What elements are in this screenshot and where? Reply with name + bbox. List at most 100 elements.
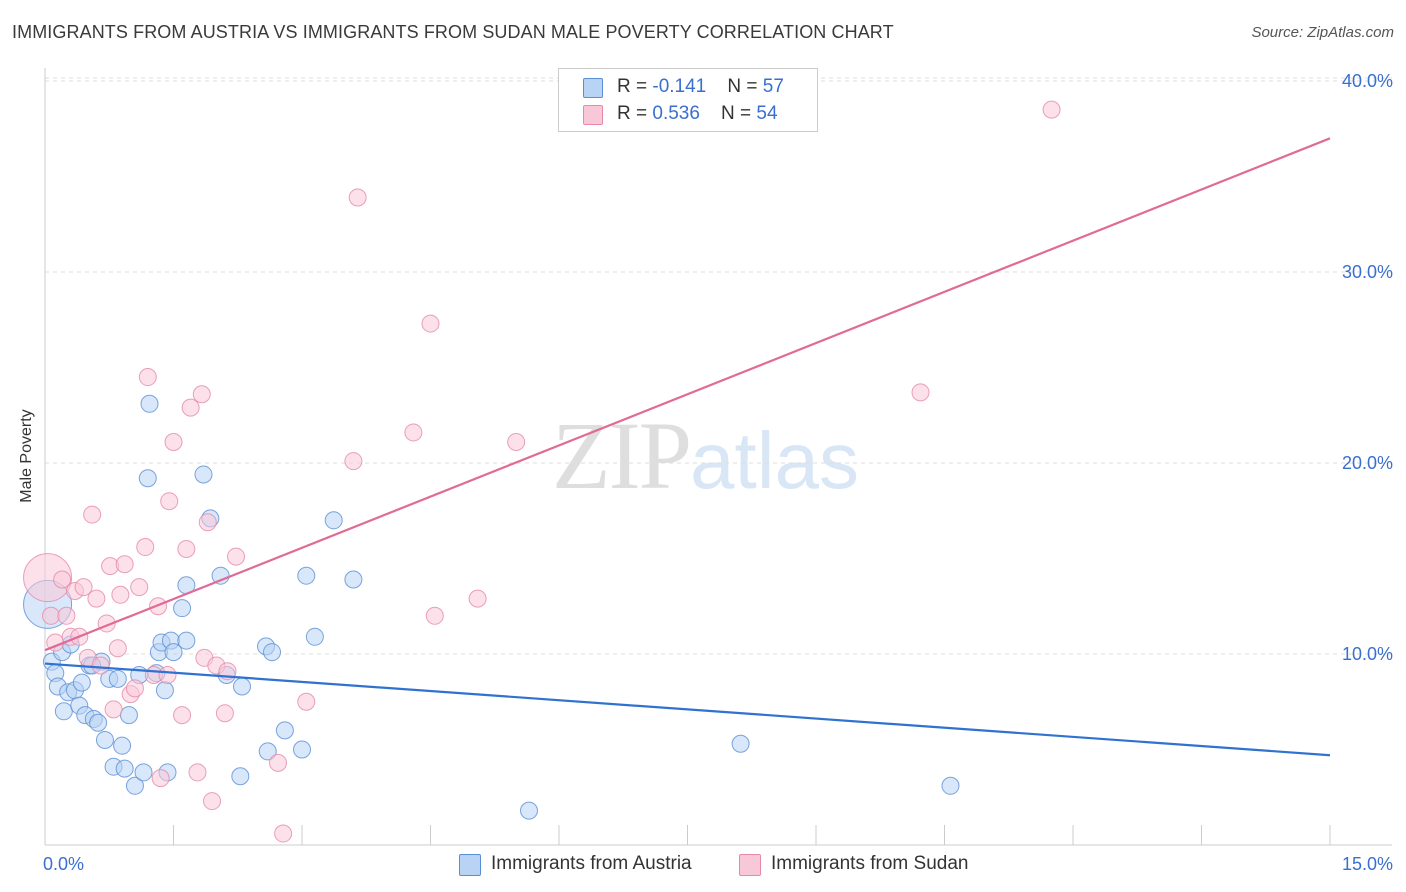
austria-point [344, 570, 363, 589]
sudan-point [138, 368, 157, 387]
sudan-point [41, 606, 60, 625]
sudan-point [344, 452, 363, 471]
sudan-point [181, 398, 200, 417]
legend-n-label: N = [721, 103, 757, 124]
axes [44, 68, 1392, 846]
austria-point [258, 742, 277, 761]
austria-point [113, 736, 132, 755]
chart-title: IMMIGRANTS FROM AUSTRIA VS IMMIGRANTS FR… [12, 22, 894, 42]
sudan-point [130, 578, 149, 597]
sudan-point [115, 555, 134, 574]
austria-point [138, 469, 157, 488]
sudan-point [269, 753, 288, 772]
sudan-point [188, 763, 207, 782]
austria-point [72, 673, 91, 692]
sudan-point [507, 432, 526, 451]
sudan-point [158, 666, 177, 685]
sudan-point [911, 383, 930, 402]
austria-point [108, 669, 127, 688]
sudan-point [91, 656, 110, 675]
sudan-point [53, 570, 72, 589]
sudan-point [104, 700, 123, 719]
sudan-point [57, 606, 76, 625]
sudan-point [215, 704, 234, 723]
austria-point [95, 730, 114, 749]
sudan-point [74, 578, 93, 597]
austria-n-value: 57 [762, 76, 784, 97]
tick-labels: 10.0% 20.0% 30.0% 40.0% 0.0% 15.0% [43, 71, 1393, 874]
sudan-point [203, 792, 222, 811]
sudan-n-value: 54 [756, 103, 778, 124]
y-tick-label: 30.0% [1342, 262, 1393, 282]
austria-point [263, 643, 282, 662]
austria-point [275, 721, 294, 740]
austria-point [155, 681, 174, 700]
sudan-point [1042, 100, 1061, 119]
sudan-point [192, 385, 211, 404]
x-tick-label: 15.0% [1342, 854, 1393, 874]
trend-lines [44, 137, 1331, 757]
austria-legend-label: Immigrants from Austria [491, 853, 692, 874]
austria-swatch [583, 78, 603, 98]
austria-point [173, 599, 192, 618]
legend-r-label: R = [617, 103, 653, 124]
sudan-point [173, 706, 192, 725]
austria-point [140, 394, 159, 413]
austria-point [231, 767, 250, 786]
austria-point [293, 740, 311, 759]
austria-point [233, 677, 252, 696]
sudan-point [151, 769, 170, 788]
sudan-point [297, 692, 316, 711]
austria-r-value: -0.141 [652, 76, 707, 97]
austria-trend-line [44, 662, 1331, 757]
austria-point [194, 465, 213, 484]
sudan-point [108, 639, 127, 658]
austria-point [941, 776, 960, 795]
sudan-point [404, 423, 423, 442]
austria-point [305, 627, 324, 646]
sudan-r-value: 0.536 [652, 103, 700, 124]
austria-point [297, 566, 316, 585]
sudan-point [177, 539, 196, 558]
austria-legend-swatch [459, 854, 481, 876]
x-tick-label: 0.0% [43, 854, 84, 874]
sudan-point [111, 585, 130, 604]
austria-point [731, 734, 750, 753]
sudan-legend-swatch [739, 854, 761, 876]
sudan-point [125, 679, 144, 698]
sudan-point [421, 314, 440, 333]
y-tick-label: 40.0% [1342, 71, 1393, 91]
source-label: Source: ZipAtlas.com [1251, 24, 1394, 41]
legend-r-label: R = [617, 76, 653, 97]
sudan-point [23, 553, 73, 603]
austria-point [115, 759, 134, 778]
sudan-swatch [583, 105, 603, 125]
austria-point [520, 801, 539, 820]
sudan-points [23, 100, 1061, 843]
correlation-legend: R = -0.141 N = 57 R = 0.536 N = 54 [558, 68, 818, 132]
austria-point [125, 776, 144, 795]
sudan-point [348, 188, 367, 207]
sudan-point [227, 547, 246, 566]
austria-point [119, 706, 138, 725]
sudan-point [274, 824, 293, 843]
sudan-point [83, 505, 102, 524]
austria-point [54, 702, 73, 721]
austria-point [164, 643, 183, 662]
sudan-point [425, 606, 444, 625]
sudan-point [468, 589, 487, 608]
austria-point [177, 631, 196, 650]
legend-n-label: N = [727, 76, 763, 97]
sudan-legend-label: Immigrants from Sudan [771, 853, 969, 874]
sudan-point [87, 589, 106, 608]
y-tick-label: 20.0% [1342, 453, 1393, 473]
sudan-point [164, 432, 183, 451]
sudan-point [136, 538, 155, 557]
austria-point [324, 511, 343, 530]
sudan-point [198, 513, 217, 532]
y-tick-label: 10.0% [1342, 644, 1393, 664]
austria-point [134, 763, 153, 782]
grid-lines [45, 77, 1392, 655]
sudan-point [160, 492, 179, 511]
